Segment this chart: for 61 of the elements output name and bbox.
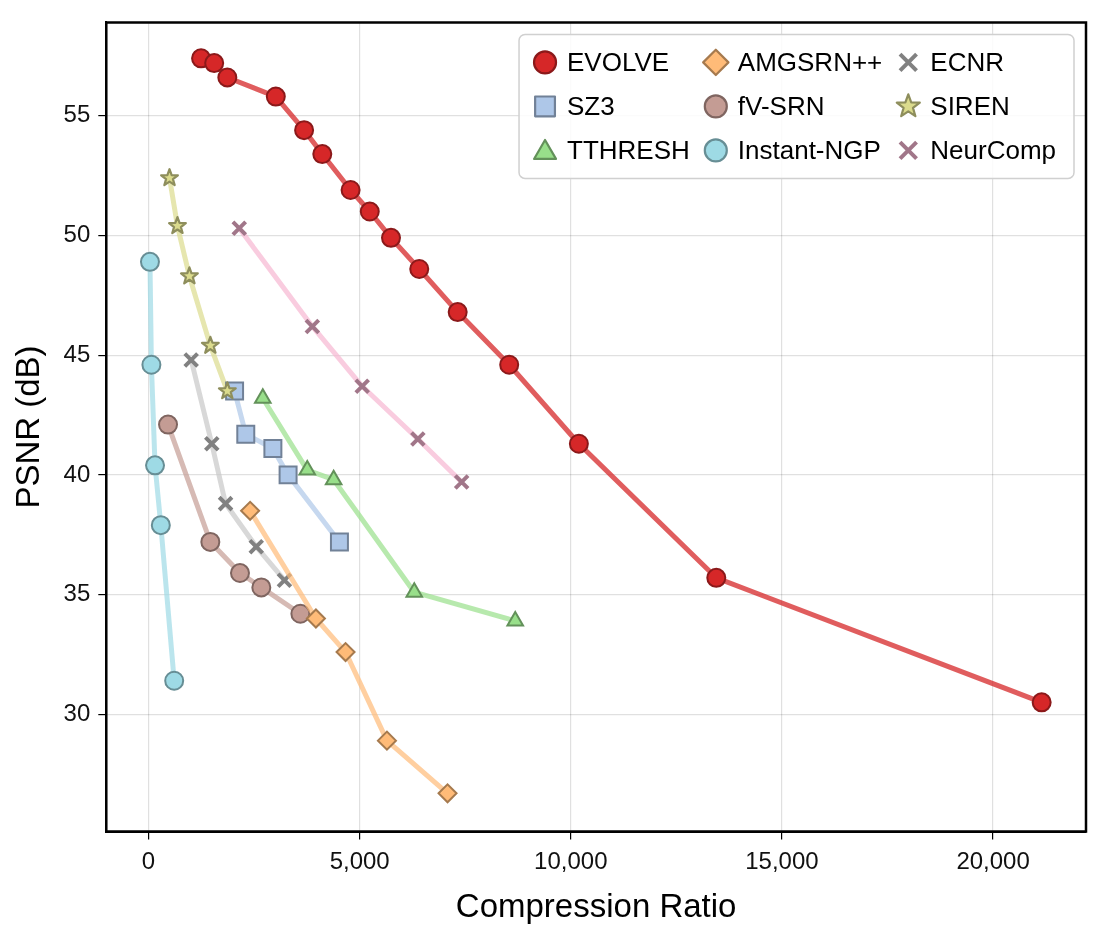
point [150, 515, 171, 536]
point [340, 179, 361, 200]
point [278, 465, 298, 485]
point [217, 67, 238, 88]
legend-label: fV-SRN [737, 90, 825, 121]
point [294, 120, 315, 141]
point [298, 460, 317, 476]
point [263, 439, 283, 459]
point [236, 424, 256, 444]
point [200, 531, 221, 552]
point [305, 608, 326, 629]
point [158, 414, 179, 435]
legend-label: ECNR [930, 46, 1004, 77]
point [167, 216, 187, 235]
x-tick-label: 15,000 [745, 846, 819, 874]
point [160, 168, 179, 187]
x-axis-title: Compression Ratio [455, 887, 737, 925]
legend-label: TTHRESH [567, 134, 690, 165]
point [312, 144, 333, 165]
x-tick-label: 5,000 [329, 846, 390, 874]
point [217, 381, 237, 400]
point [179, 266, 199, 285]
point [1031, 692, 1052, 713]
legend-label: Instant-NGP [737, 134, 881, 165]
y-tick-label: 50 [63, 220, 91, 248]
point [145, 455, 166, 476]
legend-label: NeurComp [930, 134, 1057, 165]
point [200, 335, 220, 354]
legend-label: EVOLVE [567, 46, 670, 77]
legend-label: SZ3 [567, 90, 615, 121]
point [706, 567, 727, 588]
point [229, 563, 250, 584]
point [164, 670, 185, 691]
point [204, 53, 225, 74]
point [265, 86, 286, 107]
y-tick-label: 45 [63, 339, 91, 367]
y-axis-title: PSNR (dB) [8, 345, 46, 509]
point [359, 201, 380, 222]
legend-label: AMGSRN++ [737, 46, 883, 77]
y-tick-label: 30 [63, 698, 91, 726]
point [499, 354, 520, 375]
point [335, 642, 356, 663]
point [447, 302, 468, 323]
point [251, 577, 272, 598]
x-tick-label: 10,000 [534, 846, 608, 874]
point [240, 500, 261, 521]
point [568, 433, 589, 454]
point [139, 251, 160, 272]
x-tick-label: 0 [141, 846, 156, 874]
legend-label: SIREN [930, 90, 1010, 121]
point [141, 354, 162, 375]
point [437, 783, 458, 804]
y-tick-label: 40 [63, 459, 91, 487]
y-tick-label: 55 [63, 100, 91, 128]
x-tick-label: 20,000 [956, 846, 1030, 874]
point [290, 603, 311, 624]
point [329, 532, 349, 552]
point [409, 258, 430, 279]
y-tick-label: 35 [63, 579, 91, 607]
point [376, 730, 397, 751]
point [381, 227, 401, 248]
